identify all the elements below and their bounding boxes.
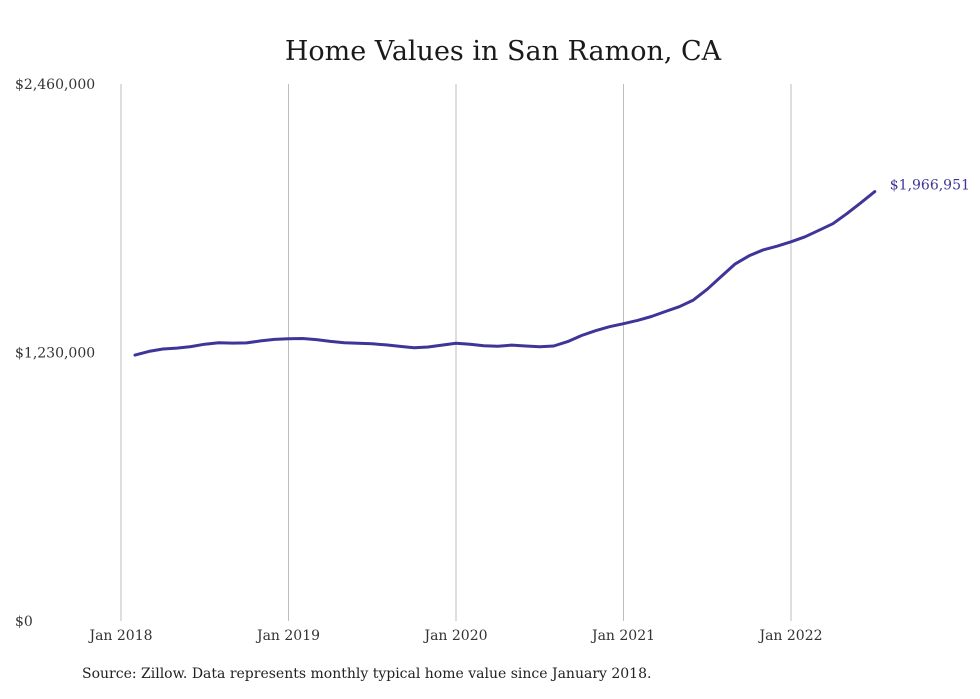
- end-value-label: $1,966,951: [890, 178, 970, 194]
- series-line: [133, 190, 877, 357]
- x-axis: Jan 2018 Jan 2019 Jan 2020 Jan 2021 Jan 2022: [87, 628, 822, 644]
- x-tick-label: Jan 2022: [757, 628, 822, 644]
- y-axis: $0 $1,230,000 $2,460,000: [15, 77, 95, 630]
- plot-area: $1,966,951: [133, 178, 970, 357]
- x-tick-label: Jan 2019: [255, 628, 320, 644]
- grid: [120, 84, 792, 621]
- chart-title: Home Values in San Ramon, CA: [285, 36, 722, 67]
- source-note: Source: Zillow. Data represents monthly …: [82, 666, 652, 682]
- y-tick-label: $2,460,000: [15, 77, 95, 93]
- x-tick-label: Jan 2018: [87, 628, 152, 644]
- y-tick-label: $0: [15, 614, 33, 630]
- x-tick-label: Jan 2020: [422, 628, 487, 644]
- y-tick-label: $1,230,000: [15, 346, 95, 362]
- x-tick-label: Jan 2021: [590, 628, 655, 644]
